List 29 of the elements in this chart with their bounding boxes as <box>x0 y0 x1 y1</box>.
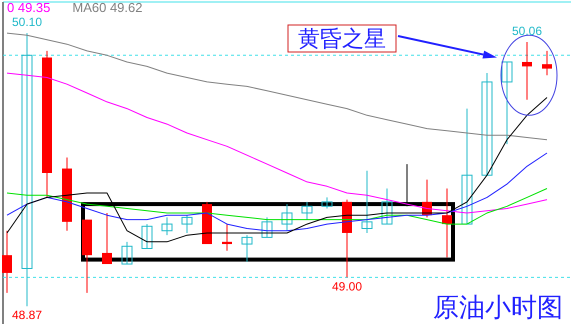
candlestick <box>162 216 172 236</box>
annotation: 50.06 <box>512 24 542 38</box>
candlestick <box>482 72 492 176</box>
candlestick <box>22 32 32 307</box>
candlestick <box>362 170 372 234</box>
candlestick <box>102 212 112 265</box>
candlestick <box>142 224 152 249</box>
text: 原油小时图 <box>433 293 563 323</box>
candlestick <box>322 196 332 210</box>
annotation: 黄昏之星 <box>298 26 386 51</box>
candlestick <box>522 41 532 100</box>
text: MA60 49.62 <box>72 0 142 15</box>
candlestick <box>122 241 132 265</box>
candlestick <box>502 61 512 145</box>
candlestick <box>442 188 452 258</box>
annotation: 50.10 <box>12 15 42 30</box>
candlestick <box>262 216 272 238</box>
candlestick <box>222 224 232 252</box>
annotation: 49.00 <box>332 279 362 294</box>
annotation: 48.87 <box>12 308 42 322</box>
candlestick <box>382 188 392 225</box>
candlestick <box>302 201 312 220</box>
candlestick <box>242 234 252 262</box>
candlestick <box>2 230 12 294</box>
candlestick <box>462 108 472 225</box>
candlestick <box>182 214 192 234</box>
candlestick <box>542 50 552 76</box>
text: 0 49.35 <box>7 0 50 15</box>
candlestick <box>282 204 292 232</box>
